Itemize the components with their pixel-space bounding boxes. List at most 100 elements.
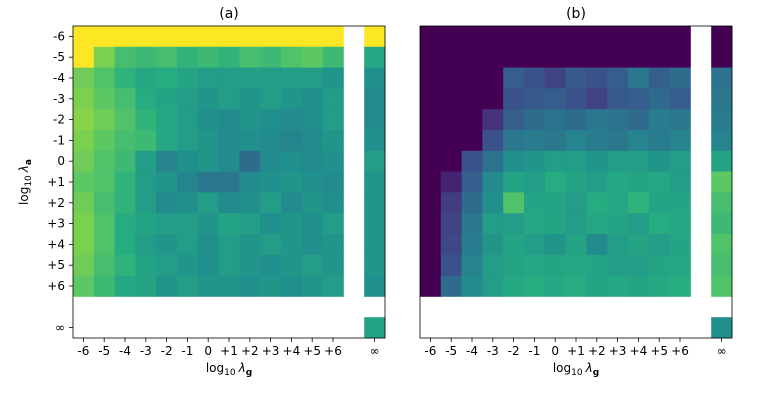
heatmap-cell xyxy=(197,234,219,256)
heatmap-cell xyxy=(503,192,525,214)
heatmap-cell xyxy=(260,150,282,172)
heatmap-cell xyxy=(544,150,566,172)
heatmap-cell xyxy=(218,171,240,193)
heatmap-cell xyxy=(565,234,587,256)
heatmap-cell xyxy=(364,109,386,131)
heatmap-cell xyxy=(648,213,670,235)
heatmap-cell xyxy=(239,130,261,152)
heatmap-cell xyxy=(524,254,546,276)
heatmap-cell xyxy=(711,171,733,193)
heatmap-cell xyxy=(73,109,95,131)
heatmap-cell xyxy=(218,192,240,214)
y-tick-label: -1 xyxy=(53,133,65,147)
y-axis-label-symsub: a xyxy=(24,159,34,165)
y-tick-label: +2 xyxy=(47,196,65,210)
heatmap-cell xyxy=(301,109,323,131)
heatmap-cell xyxy=(544,46,566,68)
heatmap-cell xyxy=(93,213,115,235)
heatmap-cell xyxy=(420,213,442,235)
heatmap-cell xyxy=(482,192,504,214)
heatmap-cell xyxy=(524,213,546,235)
heatmap-cell xyxy=(114,88,136,110)
heatmap-cell xyxy=(364,192,386,214)
heatmap-cell xyxy=(156,46,178,68)
heatmap-cell xyxy=(544,254,566,276)
heatmap-cell xyxy=(156,192,178,214)
heatmap-cell xyxy=(482,254,504,276)
heatmap-cell xyxy=(440,192,462,214)
heatmap-cell xyxy=(648,46,670,68)
heatmap-cell xyxy=(669,192,691,214)
heatmap-cell xyxy=(544,88,566,110)
heatmap-cell xyxy=(524,234,546,256)
x-tick-label: +5 xyxy=(650,344,668,358)
heatmap-cell xyxy=(503,26,525,48)
heatmap-cell xyxy=(420,109,442,131)
heatmap-cell xyxy=(114,254,136,276)
heatmap-cell xyxy=(301,26,323,48)
heatmap-cell xyxy=(301,46,323,68)
heatmap-cell xyxy=(711,109,733,131)
heatmap-cell xyxy=(461,46,483,68)
heatmap-cell xyxy=(628,254,650,276)
heatmap-cell xyxy=(482,275,504,297)
heatmap-cell xyxy=(503,213,525,235)
heatmap-cell xyxy=(322,213,344,235)
heatmap-cell xyxy=(628,46,650,68)
heatmap-cell xyxy=(135,150,157,172)
heatmap-cell xyxy=(669,109,691,131)
heatmap-cell xyxy=(586,109,608,131)
y-axis-label-prefix: log xyxy=(17,187,31,205)
heatmap-cell xyxy=(482,150,504,172)
heatmap-cell xyxy=(73,213,95,235)
heatmap-cell xyxy=(461,275,483,297)
heatmap-cell xyxy=(607,109,629,131)
heatmap-cell xyxy=(461,109,483,131)
heatmap-cell xyxy=(114,213,136,235)
heatmap-cell xyxy=(301,130,323,152)
heatmap-cell xyxy=(669,67,691,89)
heatmap-cell xyxy=(628,88,650,110)
heatmap-cell xyxy=(648,275,670,297)
heatmap-cell xyxy=(364,150,386,172)
heatmap-cell xyxy=(364,254,386,276)
heatmap-cell xyxy=(73,275,95,297)
heatmap-cell xyxy=(544,26,566,48)
heatmap-cell xyxy=(177,46,199,68)
heatmap-cell xyxy=(135,130,157,152)
heatmap-cell xyxy=(482,234,504,256)
heatmap-cell xyxy=(544,192,566,214)
heatmap-cell xyxy=(177,275,199,297)
heatmap-cell xyxy=(420,192,442,214)
heatmap-cell xyxy=(93,130,115,152)
heatmap-cell xyxy=(544,234,566,256)
x-tick-label: -6 xyxy=(424,344,436,358)
heatmap-cell xyxy=(440,254,462,276)
heatmap-cell xyxy=(711,26,733,48)
heatmap-cell xyxy=(648,150,670,172)
heatmap-cell xyxy=(669,26,691,48)
heatmap-cell xyxy=(114,109,136,131)
x-tick-label: -3 xyxy=(487,344,499,358)
y-tick-label: -2 xyxy=(53,113,65,127)
heatmap-cell xyxy=(669,88,691,110)
x-tick-label: ∞ xyxy=(717,344,727,358)
heatmap-cell xyxy=(440,88,462,110)
heatmap-cell xyxy=(281,46,303,68)
heatmap-cell xyxy=(503,254,525,276)
heatmap-cell xyxy=(482,109,504,131)
heatmap-cell xyxy=(364,317,386,339)
x-axis-label: log10 λg xyxy=(206,361,252,378)
heatmap-cell xyxy=(114,192,136,214)
heatmap-cell xyxy=(260,46,282,68)
y-axis-label-sym: λ xyxy=(17,165,31,173)
heatmap-cell xyxy=(503,67,525,89)
y-tick-label: +5 xyxy=(47,258,65,272)
heatmap-cell xyxy=(322,234,344,256)
heatmap-cell xyxy=(135,46,157,68)
heatmap-cell xyxy=(711,317,733,339)
heatmap-cell xyxy=(482,171,504,193)
heatmap-cell xyxy=(586,234,608,256)
heatmap-cell xyxy=(565,213,587,235)
